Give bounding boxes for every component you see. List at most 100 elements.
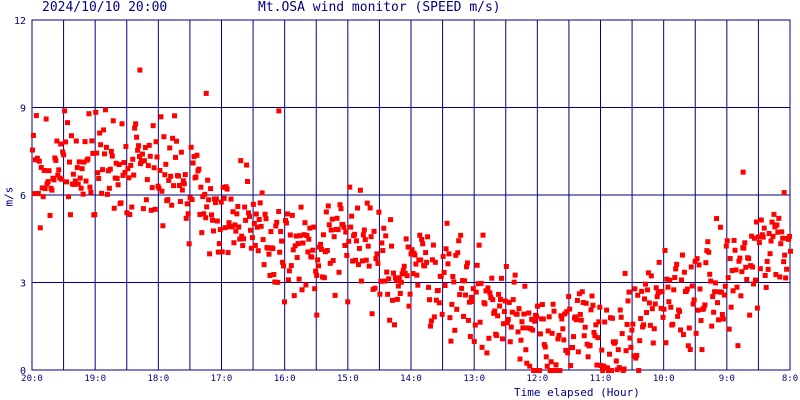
data-point bbox=[293, 233, 299, 239]
data-point bbox=[234, 211, 240, 217]
data-point bbox=[173, 154, 179, 160]
data-point bbox=[166, 177, 172, 183]
data-point bbox=[238, 158, 244, 164]
data-point bbox=[279, 238, 285, 244]
data-point bbox=[457, 292, 463, 298]
data-point bbox=[182, 172, 188, 178]
data-point bbox=[328, 227, 334, 233]
data-point bbox=[439, 311, 445, 317]
x-tick-label: 17:0 bbox=[211, 374, 233, 384]
data-point bbox=[144, 177, 150, 183]
data-point bbox=[379, 240, 385, 246]
data-point bbox=[143, 197, 149, 203]
data-point bbox=[219, 249, 225, 255]
data-point bbox=[638, 316, 644, 322]
data-point bbox=[74, 165, 80, 171]
data-point bbox=[573, 317, 579, 323]
data-point bbox=[51, 177, 57, 183]
data-point bbox=[442, 282, 448, 288]
data-point bbox=[557, 368, 563, 373]
data-point bbox=[258, 223, 264, 229]
data-point bbox=[286, 268, 292, 274]
data-point bbox=[354, 205, 360, 211]
data-point bbox=[458, 232, 464, 238]
data-point bbox=[171, 183, 177, 189]
data-point bbox=[551, 308, 557, 314]
data-point bbox=[114, 175, 120, 181]
data-point bbox=[734, 284, 740, 290]
data-point bbox=[454, 306, 460, 312]
data-point bbox=[766, 231, 772, 237]
data-point bbox=[203, 215, 209, 221]
data-point bbox=[161, 134, 167, 140]
data-point bbox=[546, 314, 552, 320]
data-point bbox=[185, 211, 191, 217]
data-point bbox=[364, 200, 370, 206]
data-point bbox=[643, 310, 649, 316]
data-point bbox=[348, 224, 354, 230]
data-point bbox=[116, 162, 122, 168]
data-point bbox=[514, 311, 520, 317]
data-point bbox=[636, 368, 642, 373]
data-point bbox=[607, 351, 613, 357]
data-point bbox=[224, 186, 230, 192]
data-point bbox=[752, 277, 758, 283]
data-point bbox=[443, 246, 449, 252]
data-point bbox=[350, 258, 356, 264]
data-point bbox=[537, 331, 543, 337]
data-point bbox=[494, 333, 500, 339]
data-point bbox=[123, 143, 129, 149]
data-point bbox=[559, 316, 565, 322]
data-point bbox=[277, 249, 283, 255]
data-point bbox=[287, 232, 293, 238]
data-point bbox=[403, 236, 409, 242]
data-point bbox=[652, 301, 658, 307]
data-point bbox=[764, 258, 770, 264]
data-point bbox=[231, 240, 237, 246]
data-point bbox=[606, 368, 612, 373]
data-point bbox=[140, 206, 146, 212]
data-point bbox=[575, 349, 581, 355]
data-point bbox=[337, 202, 343, 208]
data-point bbox=[465, 317, 471, 323]
data-point bbox=[335, 227, 341, 233]
x-tick-labels: 20:0 19:0 18:0 17:0 16:0 15:0 14:0 13:0 12:0 11:0… bbox=[21, 374, 798, 384]
data-point bbox=[103, 144, 109, 150]
data-point bbox=[715, 317, 721, 323]
data-point bbox=[634, 352, 640, 358]
data-point bbox=[318, 246, 324, 252]
data-point bbox=[246, 213, 252, 219]
data-point bbox=[717, 224, 723, 230]
data-point bbox=[283, 220, 289, 226]
data-point bbox=[248, 245, 254, 251]
data-point bbox=[367, 205, 373, 211]
data-point bbox=[236, 224, 242, 230]
data-point bbox=[588, 307, 594, 313]
data-point bbox=[115, 182, 121, 188]
data-point bbox=[71, 181, 77, 187]
data-point bbox=[539, 301, 545, 307]
data-point bbox=[309, 254, 315, 260]
data-point bbox=[110, 118, 116, 124]
data-point bbox=[43, 116, 49, 122]
data-point bbox=[346, 238, 352, 244]
x-tick-label: 9:0 bbox=[719, 374, 735, 384]
data-point bbox=[479, 344, 485, 350]
data-point bbox=[558, 313, 564, 319]
data-point bbox=[660, 314, 666, 320]
data-point bbox=[215, 249, 221, 255]
data-point bbox=[450, 274, 456, 280]
data-point bbox=[272, 279, 278, 285]
data-point bbox=[553, 362, 559, 368]
data-point bbox=[737, 255, 743, 261]
data-point bbox=[451, 279, 457, 285]
data-point bbox=[712, 289, 718, 295]
data-point bbox=[273, 223, 279, 229]
data-point bbox=[275, 279, 281, 285]
data-point bbox=[464, 260, 470, 266]
data-point bbox=[111, 205, 117, 211]
data-point bbox=[254, 224, 260, 230]
data-point bbox=[520, 325, 526, 331]
data-point bbox=[751, 235, 757, 241]
data-point bbox=[288, 263, 294, 269]
